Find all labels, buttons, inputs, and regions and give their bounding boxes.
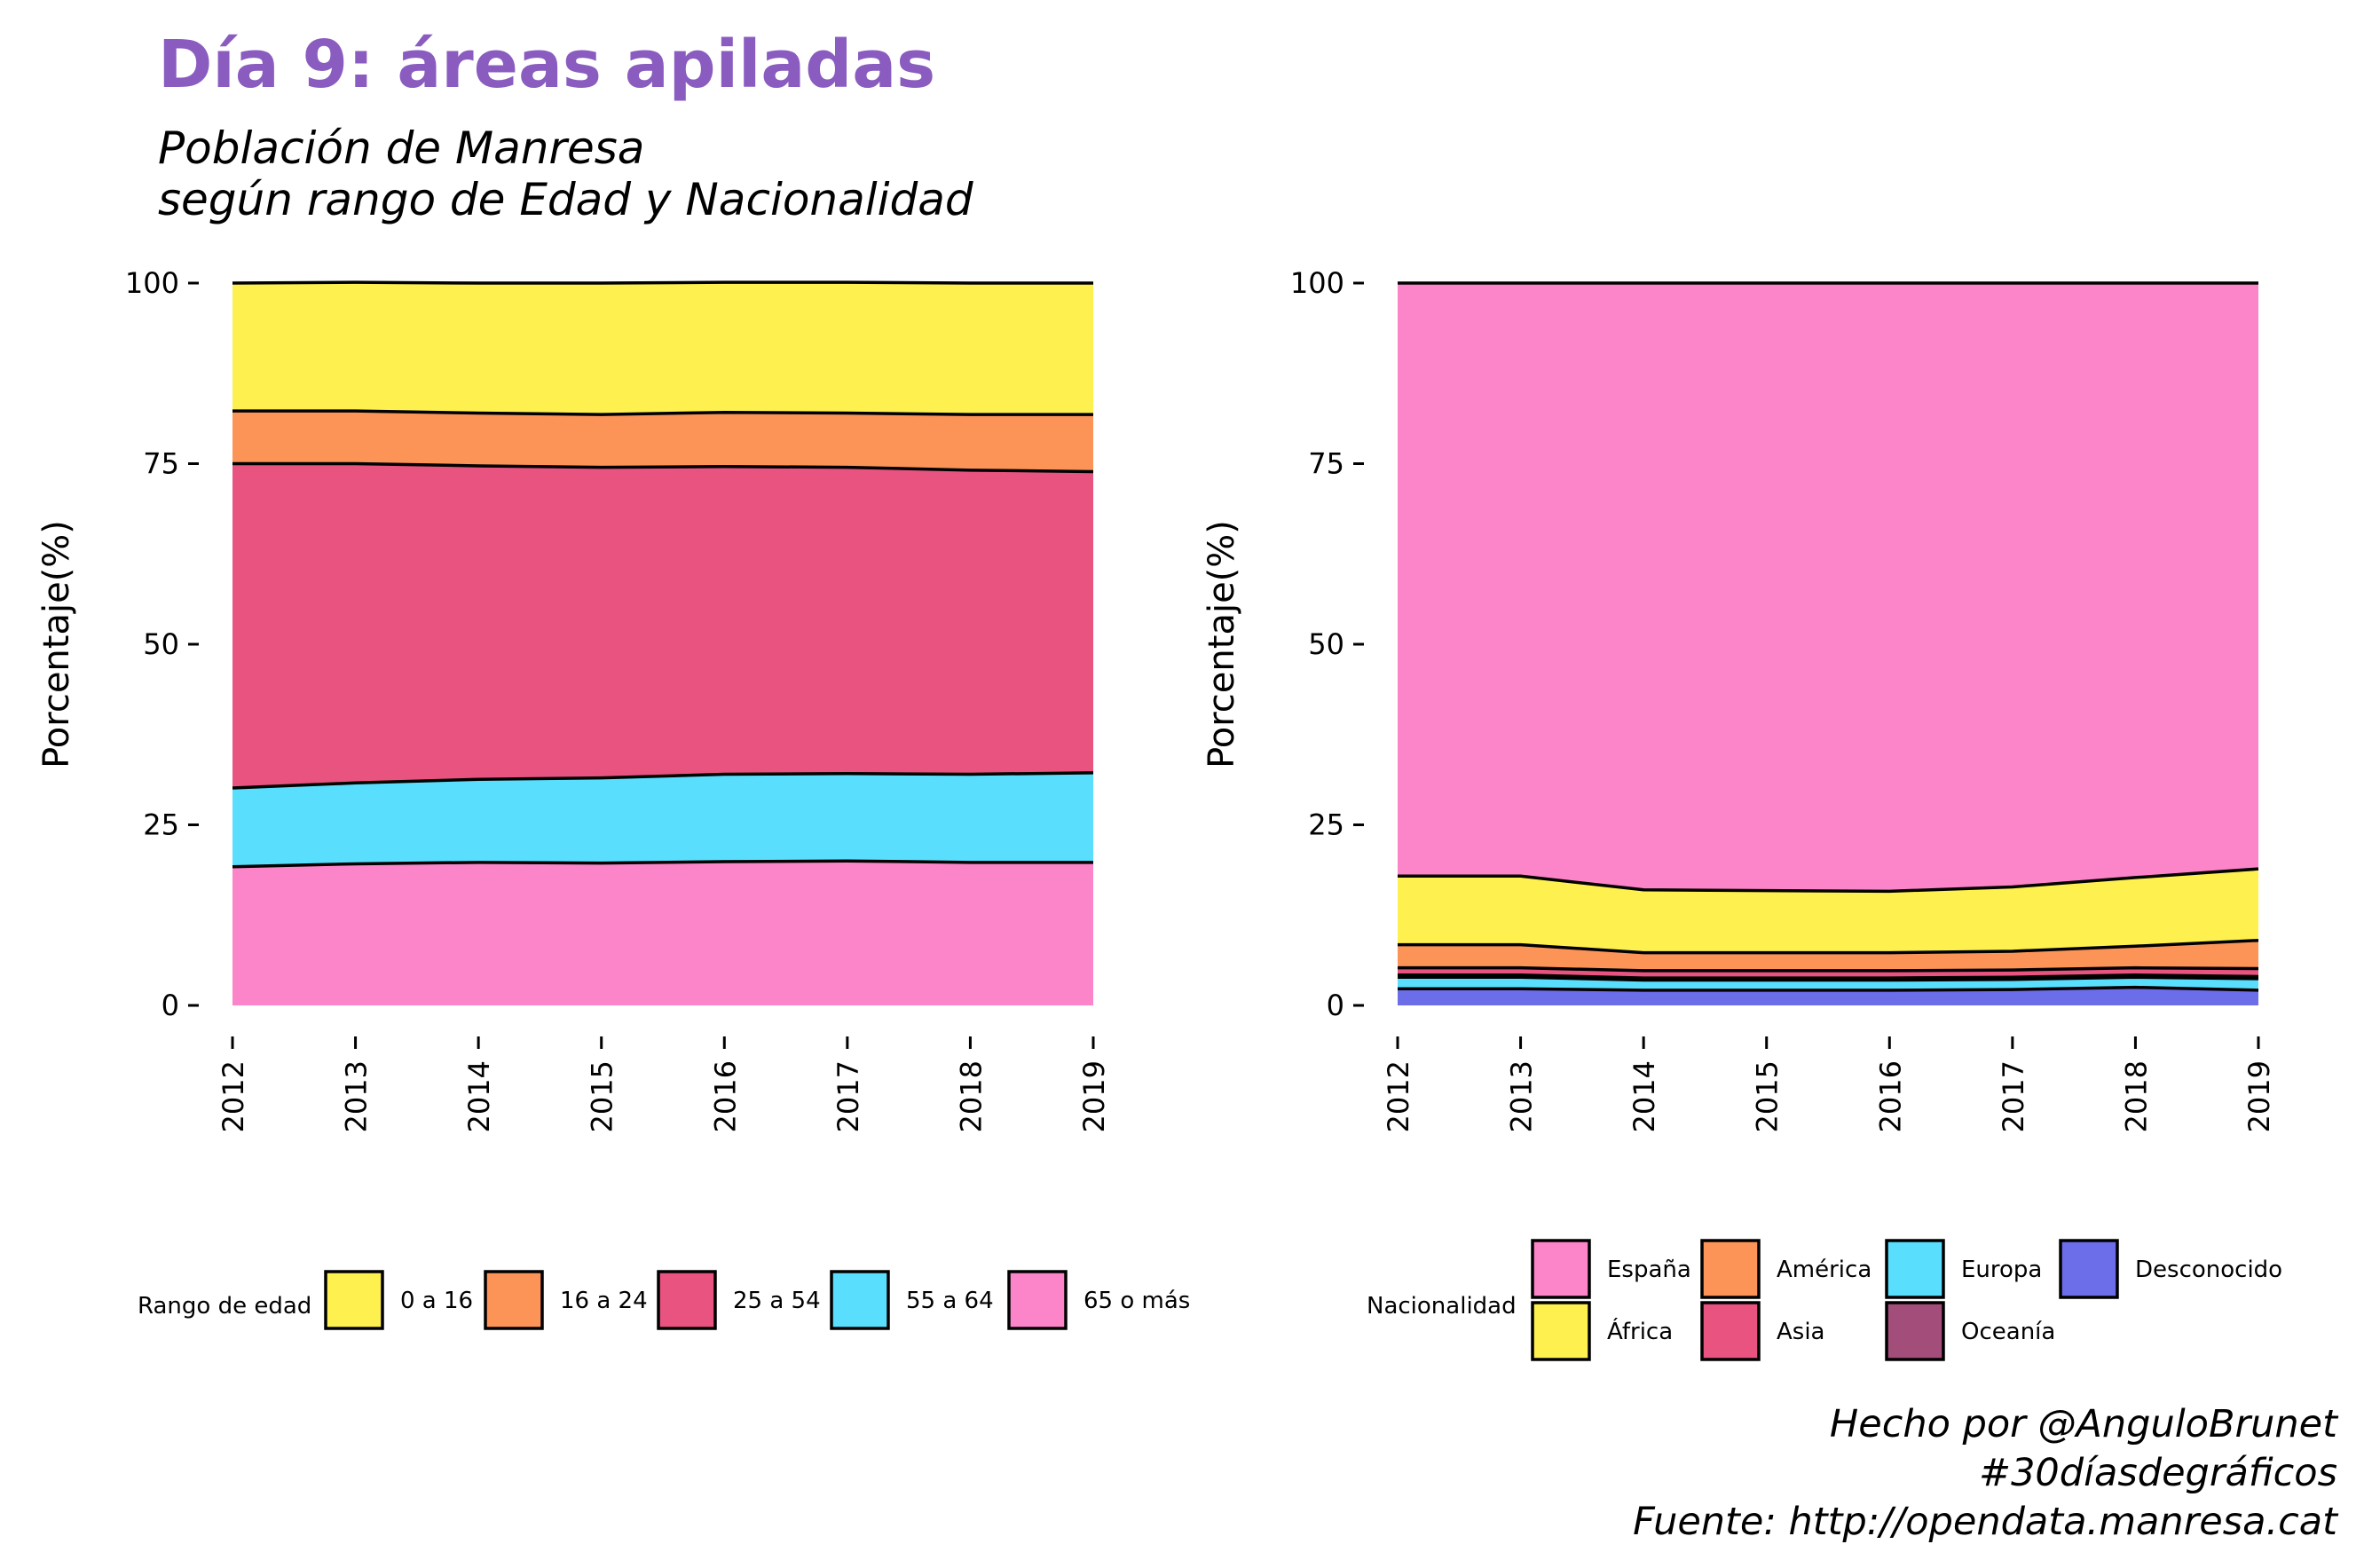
x-tick-label: 2013 bbox=[1505, 1060, 1539, 1132]
caption-author: Hecho por @AnguloBrunet bbox=[1829, 1402, 2337, 1446]
legend-label: 55 a 64 bbox=[906, 1288, 994, 1314]
legend: Rango de edad 0 a 16 16 a 24 25 a 54 55 a 64… bbox=[138, 1270, 1190, 1330]
x-tick-label: 2018 bbox=[2119, 1060, 2153, 1132]
chart-panel-2: 0 25 50 75 100 Porcentaje(%) 2012 2013 2014 2015 2… bbox=[1202, 266, 2282, 1361]
x-tick-label: 2016 bbox=[1873, 1060, 1907, 1132]
line-25 a 54 bbox=[232, 461, 1094, 474]
chart-panel-1: 0 25 50 75 100 Porcentaje(%) 2012 2013 2014 2015 2… bbox=[36, 266, 1190, 1330]
legend-label: Asia bbox=[1777, 1319, 1825, 1345]
area-16 a 24 bbox=[232, 411, 1093, 472]
legend-label: España bbox=[1607, 1257, 1691, 1283]
line-16 a 24 bbox=[232, 409, 1093, 416]
area-América bbox=[1398, 940, 2258, 971]
y-tick-label: 100 bbox=[1290, 266, 1344, 300]
area-0 a 16 bbox=[232, 282, 1093, 415]
legend-key bbox=[324, 1270, 384, 1330]
legend-key bbox=[2059, 1239, 2119, 1299]
legend-key bbox=[830, 1270, 890, 1330]
y-tick-label: 75 bbox=[1308, 447, 1344, 481]
x-tick-label: 2014 bbox=[1627, 1060, 1661, 1132]
line-África bbox=[1398, 867, 2259, 894]
legend-label: África bbox=[1607, 1317, 1673, 1345]
line-65 o más bbox=[232, 859, 1093, 869]
legend-key bbox=[1885, 1239, 1945, 1299]
line-Europa bbox=[1398, 975, 2259, 982]
legend-key bbox=[657, 1270, 717, 1330]
legend-key bbox=[484, 1270, 544, 1330]
legend-key bbox=[1700, 1301, 1761, 1361]
legend: Nacionalidad España África América Asia Ocean… bbox=[1367, 1239, 2282, 1361]
y-tick-label: 0 bbox=[162, 989, 179, 1022]
legend-key bbox=[1700, 1239, 1761, 1299]
chart-subtitle-line-1: Población de Manresa bbox=[158, 122, 645, 174]
legend-label: Europa bbox=[1961, 1257, 2042, 1283]
y-axis-label: Porcentaje(%) bbox=[1202, 520, 1242, 768]
caption-hashtag: #30díasdegráficos bbox=[1979, 1451, 2337, 1495]
legend-title: Rango de edad bbox=[138, 1293, 311, 1320]
legend-label: 0 a 16 bbox=[400, 1288, 473, 1314]
x-tick-label: 2017 bbox=[831, 1060, 865, 1132]
legend-label: Oceanía bbox=[1961, 1319, 2055, 1345]
line-55 a 64 bbox=[232, 771, 1094, 790]
x-tick-label: 2013 bbox=[340, 1060, 374, 1132]
line-América bbox=[1398, 938, 2259, 955]
line-0 a 16 bbox=[232, 280, 1093, 285]
legend-key bbox=[1531, 1239, 1591, 1299]
x-tick-label: 2015 bbox=[1751, 1060, 1785, 1132]
legend-label: 65 o más bbox=[1084, 1288, 1190, 1314]
x-tick-label: 2019 bbox=[2242, 1060, 2276, 1132]
legend-title: Nacionalidad bbox=[1367, 1293, 1517, 1320]
area-25 a 54 bbox=[232, 463, 1093, 788]
area-65 o más bbox=[232, 861, 1093, 1005]
x-tick-label: 2012 bbox=[217, 1060, 250, 1132]
y-axis-label: Porcentaje(%) bbox=[36, 520, 77, 768]
x-tick-label: 2015 bbox=[586, 1060, 619, 1132]
area-África bbox=[1398, 869, 2258, 953]
y-tick-label: 50 bbox=[143, 627, 179, 661]
legend-key bbox=[1885, 1301, 1945, 1361]
legend-key bbox=[1531, 1301, 1591, 1361]
legend-label: 16 a 24 bbox=[560, 1288, 648, 1314]
caption-source: Fuente: http://opendata.manresa.cat bbox=[1633, 1500, 2337, 1544]
legend-label: Desconocido bbox=[2135, 1257, 2282, 1283]
y-tick-label: 25 bbox=[143, 808, 179, 842]
area-España bbox=[1398, 283, 2258, 892]
x-tick-label: 2018 bbox=[954, 1060, 988, 1132]
y-tick-label: 0 bbox=[1327, 989, 1344, 1022]
x-tick-label: 2016 bbox=[708, 1060, 742, 1132]
legend-label: 25 a 54 bbox=[733, 1288, 821, 1314]
line-Oceanía bbox=[1398, 973, 2259, 980]
legend-label: América bbox=[1777, 1257, 1872, 1283]
x-tick-label: 2014 bbox=[462, 1060, 496, 1132]
chart-subtitle-line-2: según rango de Edad y Nacionalidad bbox=[158, 174, 973, 225]
y-tick-label: 25 bbox=[1308, 808, 1344, 842]
x-tick-label: 2017 bbox=[1997, 1060, 2030, 1132]
legend-key bbox=[1007, 1270, 1068, 1330]
area-55 a 64 bbox=[232, 772, 1093, 867]
y-tick-label: 50 bbox=[1308, 627, 1344, 661]
x-tick-label: 2019 bbox=[1077, 1060, 1111, 1132]
y-tick-label: 75 bbox=[143, 447, 179, 481]
chart-title: Día 9: áreas apiladas bbox=[158, 27, 936, 103]
line-Desconocido bbox=[1398, 985, 2259, 992]
area-Desconocido bbox=[1398, 987, 2258, 1005]
y-tick-label: 100 bbox=[125, 266, 179, 300]
x-tick-label: 2012 bbox=[1382, 1060, 1415, 1132]
line-Asia bbox=[1398, 965, 2259, 973]
